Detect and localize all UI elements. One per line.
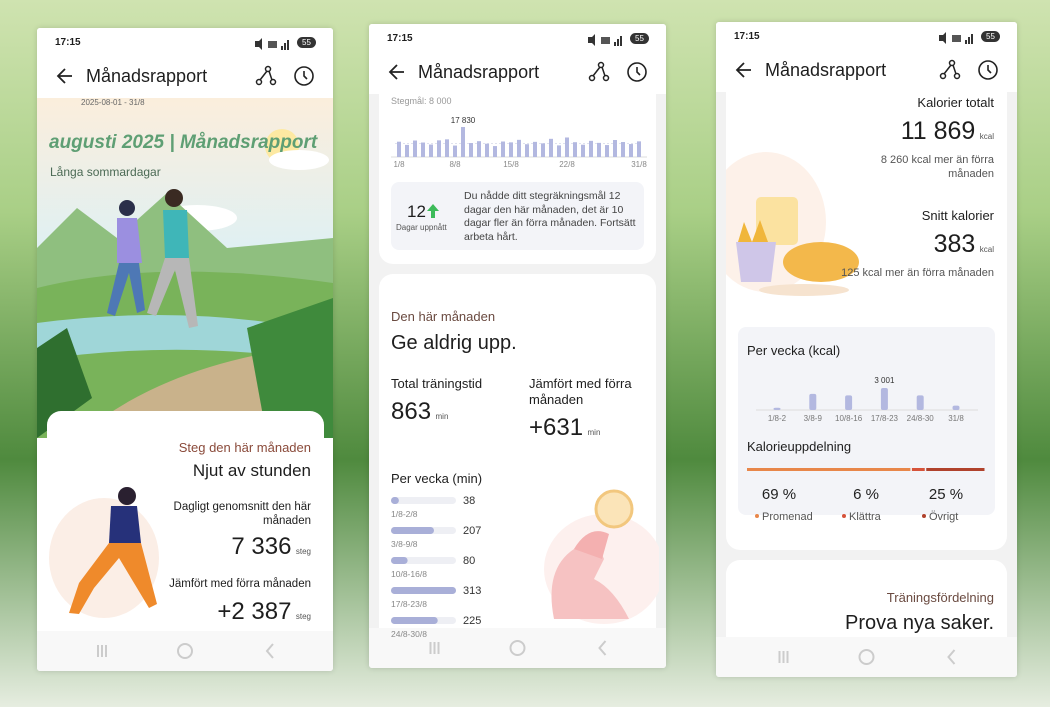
total-unit: min — [435, 412, 449, 421]
total-value: 863 — [391, 398, 432, 425]
goal-days-label: Dagar uppnått — [396, 223, 447, 232]
avg-value: 383 — [933, 230, 976, 258]
nav-icons — [429, 640, 607, 656]
runner-illustration — [49, 487, 159, 618]
battery: 55 — [630, 33, 649, 44]
avg-value-group: 7 336 steg — [231, 533, 311, 561]
hero-title: augusti 2025 | Månadsrapport — [49, 132, 318, 153]
avg-label: Dagligt genomsnitt den här månaden — [173, 501, 311, 527]
avg-unit: kcal — [979, 245, 994, 254]
history-button[interactable] — [977, 59, 999, 81]
weekly-title: Per vecka (kcal) — [747, 343, 841, 358]
hero-subtitle: Långa sommardagar — [50, 165, 161, 179]
total-value: 11 869 — [900, 117, 976, 145]
status-icons — [939, 32, 973, 44]
total-label: Total träningstid — [391, 376, 483, 391]
avg-group: 383 kcal — [934, 230, 994, 259]
date-range: 2025-08-01 - 31/8 — [81, 98, 145, 107]
breakdown-title: Kalorieuppdelning — [747, 439, 852, 454]
next-heading: Prova nya saker. — [845, 612, 994, 634]
total-note: 8 260 kcal mer än förra månaden — [880, 154, 994, 180]
diff-label: Jämfört med förra månaden — [169, 578, 311, 590]
header-bar — [37, 58, 333, 98]
back-button[interactable] — [734, 60, 754, 80]
route-button[interactable] — [255, 65, 277, 87]
section-label: Den här månaden — [391, 309, 496, 324]
chart-box — [738, 327, 995, 515]
back-button[interactable] — [387, 62, 407, 82]
route-button[interactable] — [588, 61, 610, 83]
nav-icons — [778, 649, 956, 665]
nav-bar — [37, 631, 333, 671]
status-bar — [369, 24, 666, 54]
status-bar — [716, 22, 1017, 52]
diff-value-group: +2 387 steg — [217, 598, 311, 626]
section-heading: Ge aldrig upp. — [391, 332, 517, 354]
status-icons — [255, 38, 289, 50]
header-title: Månadsrapport — [765, 60, 887, 80]
diff-value: +2 387 — [217, 598, 292, 625]
nav-bar — [369, 628, 666, 668]
phone-screen: Kalorier totalt 11 869 kcal 8 260 kcal m… — [716, 22, 1017, 677]
goal-days: 12 — [407, 202, 426, 221]
status-time: 17:15 — [55, 37, 81, 48]
compare-unit: min — [587, 428, 601, 437]
arm-illustration — [544, 489, 659, 624]
header-bar — [369, 54, 666, 94]
header-bar — [716, 52, 1017, 92]
avg-label: Snitt kalorier — [921, 208, 994, 223]
diff-unit: steg — [295, 612, 311, 621]
route-button[interactable] — [939, 59, 961, 81]
status-time: 17:15 — [387, 33, 413, 44]
total-group: 11 869 kcal — [901, 117, 994, 146]
history-button[interactable] — [626, 61, 648, 83]
status-icons — [588, 34, 622, 46]
next-label: Träningsfördelning — [886, 590, 994, 605]
header-title: Månadsrapport — [86, 66, 208, 86]
nav-icons — [97, 643, 274, 659]
compare-label: Jämfört med förra månaden — [529, 376, 632, 407]
status-bar — [37, 28, 333, 58]
history-button[interactable] — [293, 65, 315, 87]
food-illustration — [726, 152, 859, 296]
battery: 55 — [981, 31, 1000, 42]
phone-screen: 2025-08-01 - 31/8 augusti 2025 | Månadsr… — [37, 28, 333, 671]
step-goal: Stegmål: 8 000 — [391, 96, 452, 106]
phone-screen: Stegmål: 8 000 12 Dagar uppnått Du nådde… — [369, 24, 666, 668]
avg-unit: steg — [295, 547, 311, 556]
total-label: Kalorier totalt — [917, 95, 994, 110]
avg-note: 125 kcal mer än förra månaden — [841, 267, 994, 279]
weekly-title: Per vecka (min) — [391, 471, 483, 486]
nav-bar — [716, 637, 1017, 677]
total-unit: kcal — [979, 132, 994, 141]
goal-text: Du nådde ditt stegräkningsmål 12 dagar d… — [464, 190, 636, 243]
up-arrow-icon — [427, 204, 439, 218]
status-time: 17:15 — [734, 31, 760, 42]
total-group: 863 min — [391, 398, 448, 426]
card-heading: Njut av stunden — [192, 461, 311, 480]
compare-group: +631 min — [529, 414, 600, 442]
compare-value: +631 — [529, 414, 584, 441]
battery: 55 — [297, 37, 316, 48]
avg-value: 7 336 — [231, 533, 292, 560]
header-title: Månadsrapport — [418, 62, 540, 82]
card-label: Steg den här månaden — [178, 440, 311, 455]
back-button[interactable] — [55, 66, 75, 86]
